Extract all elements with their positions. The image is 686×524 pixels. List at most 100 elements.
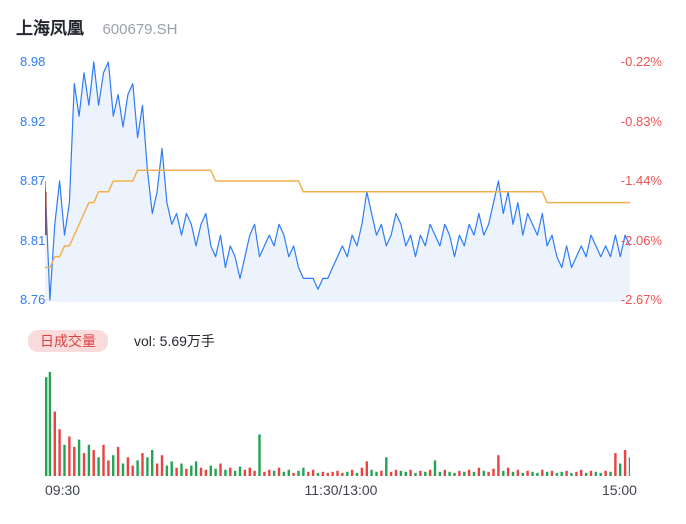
volume-bar [409, 469, 412, 476]
volume-bar [438, 471, 442, 476]
volume-bar [248, 467, 251, 476]
volume-chart[interactable] [45, 368, 630, 476]
volume-bar [229, 467, 232, 476]
volume-bar [258, 434, 261, 476]
volume-bar [623, 450, 627, 476]
volume-bar [375, 471, 378, 476]
volume-bar [502, 470, 505, 476]
volume-bar [190, 465, 193, 476]
volume-bar [214, 468, 217, 476]
volume-bar [365, 461, 368, 476]
volume-bar [506, 467, 510, 476]
volume-bar [185, 468, 188, 476]
volume-bar [458, 470, 461, 476]
x-axis: 09:30 11:30/13:00 15:00 [45, 482, 637, 498]
volume-bar [419, 470, 422, 476]
volume-bar [550, 470, 554, 476]
volume-bar [414, 472, 417, 476]
volume-bar [82, 453, 86, 476]
volume-bar [619, 463, 622, 476]
volume-bar [48, 372, 52, 476]
volume-bar [482, 470, 485, 476]
volume-bar [326, 472, 329, 476]
volume-bar [453, 472, 456, 476]
volume-bar [263, 471, 266, 476]
volume-bar [165, 465, 169, 476]
volume-bar [160, 455, 164, 476]
volume-bar [526, 470, 529, 476]
volume-bar [331, 471, 334, 476]
price-area-fill [45, 62, 630, 302]
volume-bar [541, 469, 544, 476]
volume-bar [336, 470, 339, 476]
x-axis-label-open: 09:30 [45, 482, 81, 498]
volume-bar [151, 450, 154, 476]
x-axis-label-close: 15:00 [601, 482, 637, 498]
volume-bar [555, 472, 559, 476]
y-axis-right-label: -2.06% [620, 232, 662, 248]
y-axis-right-label: -0.83% [620, 113, 662, 129]
volume-bar [399, 470, 403, 476]
volume-bar [58, 429, 61, 476]
stock-name: 上海凤凰 [16, 19, 84, 38]
volume-bar [472, 471, 476, 476]
volume-bar [316, 472, 320, 476]
y-axis-left-label: 8.81 [20, 232, 46, 248]
volume-bar [497, 455, 500, 476]
volume-bar [175, 467, 178, 476]
volume-bar [272, 470, 276, 476]
volume-bar [287, 469, 290, 476]
volume-value-label: vol: 5.69万手 [134, 333, 215, 349]
volume-bar [628, 457, 630, 476]
volume-bar [560, 471, 563, 476]
volume-bar [594, 471, 598, 476]
volume-bar [389, 471, 393, 476]
stock-code: 600679.SH [102, 21, 178, 38]
volume-bar [199, 467, 203, 476]
price-chart[interactable] [45, 55, 630, 305]
volume-bar [350, 469, 354, 476]
volume-bar [311, 469, 315, 476]
volume-bar [282, 471, 286, 476]
volume-bar [107, 460, 110, 476]
volume-bar [511, 471, 515, 476]
volume-bar [180, 463, 183, 476]
volume-bar [131, 465, 134, 476]
volume-bar [433, 460, 437, 476]
volume-bar [428, 469, 432, 476]
volume-bar [589, 470, 593, 476]
volume-bar [536, 472, 539, 476]
y-axis-right-label: -1.44% [620, 173, 662, 188]
volume-bar [565, 470, 568, 476]
volume-bar [297, 470, 300, 476]
volume-chart-svg [45, 372, 630, 476]
volume-bar [146, 457, 149, 476]
volume-bar [463, 471, 466, 476]
volume-bar [209, 465, 212, 476]
volume-bar [380, 470, 383, 476]
volume-bar [307, 471, 310, 476]
volume-bar [87, 444, 91, 476]
volume-bar [614, 453, 617, 476]
volume-bar [599, 472, 602, 476]
volume-header: 日成交量 vol: 5.69万手 [28, 330, 215, 352]
volume-tab-badge[interactable]: 日成交量 [28, 330, 108, 352]
volume-bar [448, 471, 451, 476]
volume-bar [346, 471, 349, 476]
volume-bar [155, 463, 159, 476]
volume-bar [360, 467, 364, 476]
volume-bar [604, 470, 607, 476]
volume-bar [477, 467, 481, 476]
volume-bar [102, 444, 105, 476]
volume-bar [73, 446, 76, 476]
volume-bar [277, 467, 281, 476]
volume-bar [370, 469, 373, 476]
volume-bar [424, 471, 427, 476]
volume-bar [292, 472, 295, 476]
header: 上海凤凰 600679.SH [16, 14, 178, 39]
volume-bar [570, 472, 573, 476]
volume-bar [492, 468, 495, 476]
y-axis-left-label: 8.92 [20, 113, 46, 129]
avg-price-line [45, 169, 630, 269]
